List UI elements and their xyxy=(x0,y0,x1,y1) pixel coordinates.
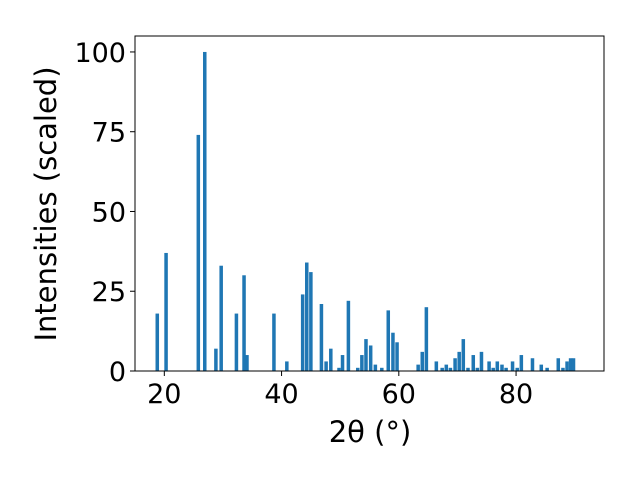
bar xyxy=(444,364,449,371)
bar xyxy=(309,272,313,371)
bar xyxy=(319,304,324,371)
bar xyxy=(380,367,384,371)
bar xyxy=(571,358,576,371)
bar xyxy=(300,294,305,371)
y-tick-label: 25 xyxy=(92,277,126,308)
bar xyxy=(420,351,425,371)
bar xyxy=(461,339,466,371)
bar xyxy=(448,367,453,371)
x-axis: 20 40 60 80 xyxy=(147,371,533,410)
y-tick-label: 0 xyxy=(109,357,126,388)
bar xyxy=(386,310,391,371)
bar xyxy=(337,367,341,371)
x-axis-label: 2θ (°) xyxy=(329,415,412,449)
bar xyxy=(491,367,495,371)
bar xyxy=(373,364,378,371)
y-tick-label: 50 xyxy=(92,197,126,228)
y-tick-label: 100 xyxy=(74,38,126,69)
bar xyxy=(530,358,535,371)
bar xyxy=(475,367,480,371)
bar xyxy=(285,361,289,371)
bar xyxy=(515,367,519,371)
bar xyxy=(360,355,364,371)
bar xyxy=(391,332,395,371)
y-tick-label: 75 xyxy=(92,118,126,149)
bar xyxy=(196,134,201,371)
bar xyxy=(340,355,345,371)
bar xyxy=(466,367,470,371)
bar xyxy=(214,348,218,371)
bar xyxy=(545,367,549,371)
bar xyxy=(364,339,368,371)
bar xyxy=(424,307,429,371)
bar xyxy=(245,355,249,371)
bar xyxy=(368,345,373,371)
bar xyxy=(556,358,561,371)
plot-frame xyxy=(134,35,605,372)
bar xyxy=(324,361,328,371)
bar xyxy=(504,367,508,371)
bar xyxy=(346,300,351,371)
bar-series xyxy=(155,51,576,371)
bar xyxy=(305,262,309,371)
bar xyxy=(234,313,239,371)
bar xyxy=(457,351,461,371)
y-axis-label: Intensities (scaled) xyxy=(29,66,63,341)
bar xyxy=(510,361,515,371)
bar xyxy=(272,313,276,371)
y-axis: 0 25 50 75 100 xyxy=(74,38,135,388)
bar xyxy=(539,364,544,371)
bar xyxy=(203,51,207,371)
bar xyxy=(495,361,500,371)
bar xyxy=(155,313,160,371)
bar xyxy=(440,367,444,371)
bar xyxy=(561,367,565,371)
bar xyxy=(356,367,360,371)
bar xyxy=(500,364,504,371)
bar xyxy=(416,364,420,371)
x-tick-label: 20 xyxy=(147,379,181,410)
bar xyxy=(395,342,399,371)
bar xyxy=(164,252,168,371)
x-tick-label: 80 xyxy=(499,379,533,410)
bar xyxy=(471,355,476,371)
bar xyxy=(487,361,491,371)
x-tick-label: 60 xyxy=(382,379,416,410)
bar xyxy=(568,358,573,371)
bar xyxy=(519,355,524,371)
x-tick-label: 40 xyxy=(264,379,298,410)
bar xyxy=(565,361,569,371)
bar xyxy=(453,358,457,371)
bar xyxy=(479,351,484,371)
bar xyxy=(329,348,333,371)
bar xyxy=(242,275,246,371)
bar xyxy=(219,265,223,371)
bar xyxy=(434,361,439,371)
